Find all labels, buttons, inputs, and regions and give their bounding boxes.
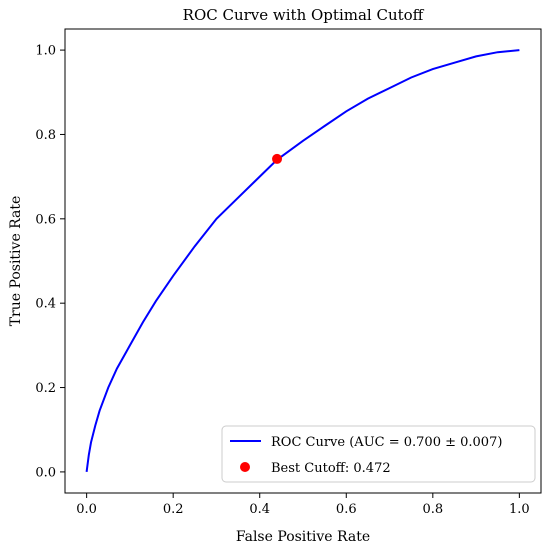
legend-box <box>221 425 536 483</box>
y-tick-label: 0.6 <box>35 212 56 227</box>
x-tick-label: 0.0 <box>76 502 97 517</box>
legend: ROC Curve (AUC = 0.700 ± 0.007) Best Cut… <box>221 425 536 483</box>
y-axis-label: True Positive Rate <box>8 196 24 327</box>
legend-cutoff-label: Best Cutoff: 0.472 <box>271 461 391 476</box>
plot-area <box>64 28 542 494</box>
y-tick-label: 0.8 <box>35 128 56 143</box>
y-axis: 0.0 0.2 0.4 0.6 0.8 1.0 <box>35 44 65 480</box>
y-tick-label: 0.0 <box>35 465 56 480</box>
chart-title: ROC Curve with Optimal Cutoff <box>183 6 425 24</box>
y-tick-label: 1.0 <box>35 44 56 59</box>
x-tick-label: 1.0 <box>509 502 530 517</box>
legend-roc-label: ROC Curve (AUC = 0.700 ± 0.007) <box>271 435 502 450</box>
y-tick-label: 0.4 <box>35 297 56 312</box>
x-axis-label: False Positive Rate <box>236 529 370 545</box>
best-cutoff-point <box>272 153 283 164</box>
x-axis: 0.0 0.2 0.4 0.6 0.8 1.0 <box>76 493 530 517</box>
legend-point-swatch <box>240 462 250 472</box>
x-tick-label: 0.6 <box>336 502 357 517</box>
x-tick-label: 0.2 <box>163 502 184 517</box>
x-tick-label: 0.8 <box>422 502 443 517</box>
roc-curve-line <box>85 49 520 473</box>
y-tick-label: 0.2 <box>35 381 56 396</box>
x-tick-label: 0.4 <box>249 502 270 517</box>
